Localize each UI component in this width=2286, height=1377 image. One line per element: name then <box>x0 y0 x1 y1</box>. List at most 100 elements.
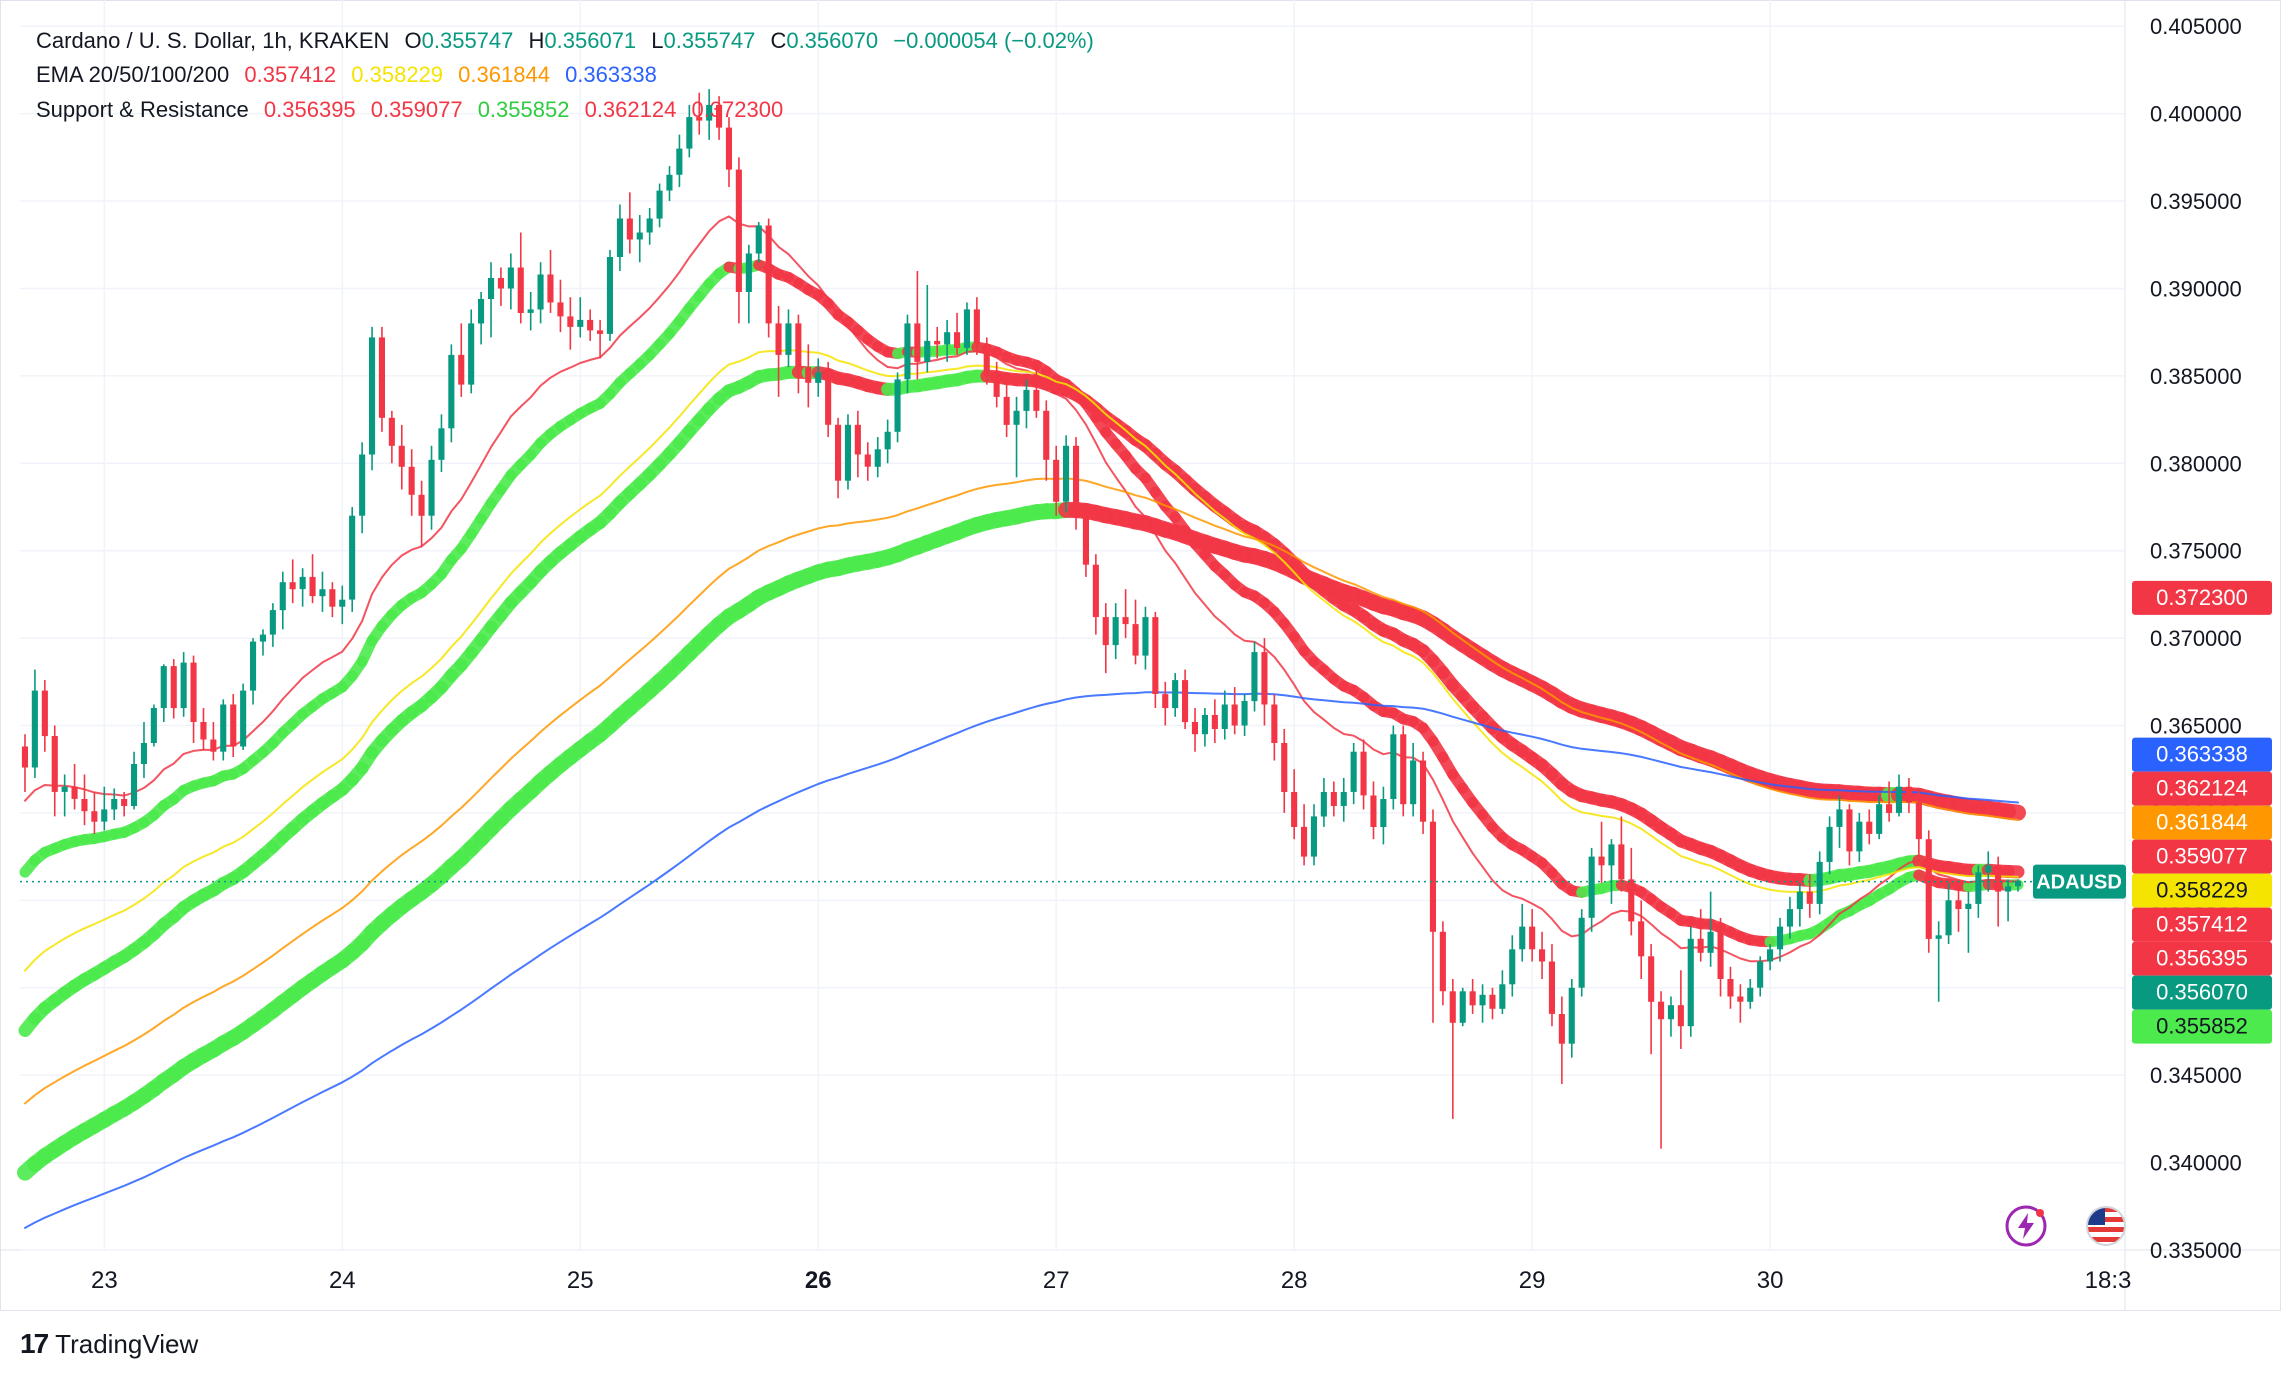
y-tick-label: 0.340000 <box>2150 1151 2242 1176</box>
candle-body <box>1737 996 1744 1002</box>
candle-body <box>1053 459 1060 502</box>
candle-body <box>190 662 197 722</box>
candle-body <box>1578 917 1585 988</box>
price-label-text: 0.372300 <box>2156 585 2248 610</box>
x-tick-label: 30 <box>1757 1267 1784 1294</box>
candle-body <box>131 764 138 806</box>
candle-body <box>269 610 276 635</box>
candle-body <box>894 379 901 432</box>
candle-body <box>1568 987 1575 1044</box>
candle-body <box>1033 389 1040 411</box>
moving-average-lines <box>17 215 2026 1229</box>
candle-body <box>1182 680 1189 723</box>
candle-body <box>755 225 762 254</box>
candle-body <box>983 344 990 376</box>
candle-body <box>1459 991 1466 1023</box>
candle-body <box>924 340 931 362</box>
candle-body <box>1519 926 1526 950</box>
candle-body <box>200 722 207 740</box>
candle-body <box>567 316 574 327</box>
candle-body <box>458 354 465 385</box>
us-flag-icon[interactable] <box>2085 1205 2127 1247</box>
candle-body <box>1529 926 1536 950</box>
candle-body <box>1667 1005 1674 1020</box>
price-label-text: 0.361844 <box>2156 810 2248 835</box>
candle-body <box>497 278 504 289</box>
candle-body <box>815 372 822 383</box>
candle-body <box>1439 931 1446 992</box>
candle-body <box>468 323 475 385</box>
lightning-icon[interactable] <box>2005 1205 2047 1247</box>
price-label-tag <box>2132 805 2272 840</box>
price-label-text: 0.356395 <box>2156 946 2248 971</box>
price-label-text: 0.363338 <box>2156 742 2248 767</box>
price-scale-labels[interactable]: 0.372300 0.363338 0.362124 0.361844 0.359077… <box>2033 580 2272 1044</box>
ema-legend[interactable]: EMA 20/50/100/200 0.357412 0.358229 0.36… <box>36 62 666 88</box>
candle-body <box>507 267 514 289</box>
chart-frame <box>0 0 2281 1311</box>
candle-body <box>1539 949 1546 962</box>
candle-body <box>1301 826 1308 857</box>
y-tick-label: 0.395000 <box>2150 189 2242 214</box>
candle-body <box>1261 652 1268 705</box>
candle-body <box>735 169 742 292</box>
candle-body <box>1162 694 1169 709</box>
candle-body <box>587 319 594 331</box>
candle-body <box>349 515 356 600</box>
brand-name: TradingView <box>55 1328 199 1359</box>
candle-body <box>1757 961 1764 988</box>
symbol-label-text: ADAUSD <box>2036 872 2122 894</box>
candle-body <box>626 218 633 240</box>
candle-body <box>240 690 247 747</box>
candle-body <box>210 739 217 752</box>
candle-body <box>963 309 970 348</box>
candle-body <box>488 278 495 299</box>
candle-body <box>1310 816 1317 857</box>
candle-body <box>1816 861 1823 904</box>
candle-body <box>1380 799 1387 827</box>
candle-body <box>160 666 167 709</box>
tradingview-brand[interactable]: 17 TradingView <box>20 1328 198 1360</box>
candle-body <box>180 662 187 709</box>
candle-body <box>279 582 286 611</box>
ema200-value: 0.363338 <box>565 62 657 87</box>
candle-body <box>1112 617 1119 646</box>
candle-body <box>1271 704 1278 743</box>
candle-body <box>41 690 48 737</box>
support-resistance-legend[interactable]: Support & Resistance 0.356395 0.359077 0… <box>36 97 792 123</box>
ema100-value: 0.361844 <box>458 62 550 87</box>
ohlc-high: H0.356071 <box>528 28 637 53</box>
candle-body <box>1895 786 1902 813</box>
candle-body <box>1886 804 1893 813</box>
ema50-line <box>24 349 2019 972</box>
candle-body <box>1479 994 1486 1006</box>
price-label-tag <box>2132 839 2272 874</box>
candle-body <box>1330 792 1337 806</box>
candle-body <box>21 746 28 768</box>
candle-body <box>1152 617 1159 694</box>
candle-body <box>1846 809 1853 852</box>
candle-body <box>656 190 663 219</box>
candle-body <box>448 354 455 429</box>
candle-body <box>775 323 782 355</box>
candle-body <box>706 104 713 121</box>
price-label-tag <box>2132 941 2272 976</box>
ema20-line <box>24 215 2019 963</box>
symbol-title[interactable]: Cardano / U. S. Dollar, 1h, KRAKEN <box>36 28 390 53</box>
candle-body <box>914 323 921 362</box>
price-label-tag <box>2132 907 2272 942</box>
candle-body <box>1469 991 1476 1006</box>
candle-body <box>725 127 732 170</box>
candle-body <box>150 708 157 743</box>
price-label-text: 0.359077 <box>2156 844 2248 869</box>
candle-body <box>1965 903 1972 909</box>
candle-body <box>1638 921 1645 957</box>
candle-body <box>1628 879 1635 922</box>
candle-body <box>1340 792 1347 806</box>
candle-body <box>1608 844 1615 866</box>
candle-body <box>1221 704 1228 729</box>
candle-body <box>1172 680 1179 709</box>
candle-body <box>745 253 752 292</box>
candle-body <box>577 319 584 327</box>
